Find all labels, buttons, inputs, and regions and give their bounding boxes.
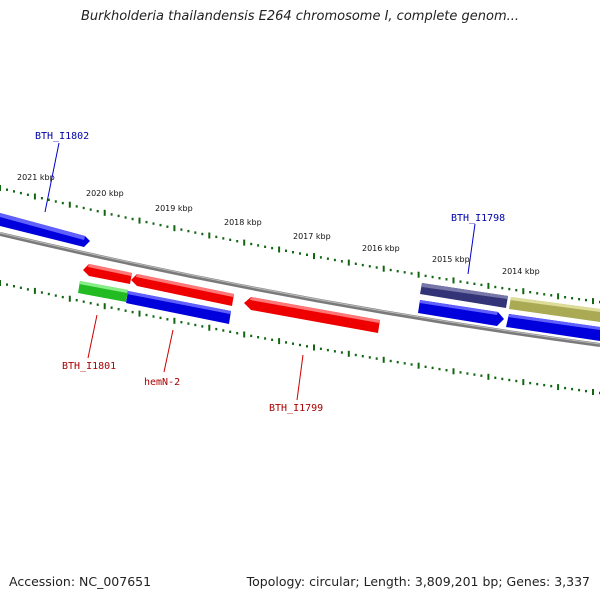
gene-BTH_I1801[interactable] (78, 281, 128, 302)
label-BTH_I1801[interactable]: BTH_I1801 (62, 361, 116, 372)
scale-label-2015: 2015 kbp (432, 255, 470, 264)
inner-scale-ticks (0, 280, 600, 395)
gene-BTH_I1799[interactable] (244, 297, 380, 333)
gene-olive[interactable] (509, 297, 600, 322)
scale-label-2014: 2014 kbp (502, 267, 540, 276)
label-hemN-2[interactable]: hemN-2 (144, 377, 180, 388)
label-BTH_I1802[interactable]: BTH_I1802 (35, 131, 89, 142)
scale-label-2019: 2019 kbp (155, 204, 193, 213)
label-BTH_I1798[interactable]: BTH_I1798 (451, 213, 505, 224)
scale-labels: 2021 kbp 2020 kbp 2019 kbp 2018 kbp 2017… (17, 173, 540, 276)
accession-text: Accession: NC_007651 (9, 574, 152, 589)
scale-label-2018: 2018 kbp (224, 218, 262, 227)
label-BTH_I1799[interactable]: BTH_I1799 (269, 403, 323, 414)
scale-label-2020: 2020 kbp (86, 189, 124, 198)
leader-BTH_I1801 (87, 314, 98, 359)
leader-BTH_I1802 (44, 142, 60, 213)
gene-hemN-2[interactable] (126, 291, 231, 324)
chromosome-backbone-highlight (0, 232, 600, 345)
chromosome-backbone (0, 232, 600, 347)
gene-blue-right-2[interactable] (506, 314, 600, 341)
leader-hemN-2 (163, 329, 174, 373)
gene-BTH_I1798[interactable] (420, 283, 508, 308)
map-title: Burkholderia thailandensis E264 chromoso… (80, 9, 520, 24)
outer-scale-ticks (0, 185, 600, 305)
leader-BTH_I1799 (296, 354, 304, 401)
leader-BTH_I1798 (467, 223, 476, 275)
scale-label-2017: 2017 kbp (293, 232, 331, 241)
topology-summary: Topology: circular; Length: 3,809,201 bp… (246, 574, 590, 589)
gene-blue-right-1[interactable] (418, 300, 504, 326)
gene-red-2[interactable] (131, 274, 234, 306)
gene-BTH_I1802[interactable] (0, 213, 90, 247)
gene-BTH_I1801-left-red[interactable] (83, 264, 132, 284)
scale-label-2016: 2016 kbp (362, 244, 400, 253)
scale-label-2021: 2021 kbp (17, 173, 55, 182)
